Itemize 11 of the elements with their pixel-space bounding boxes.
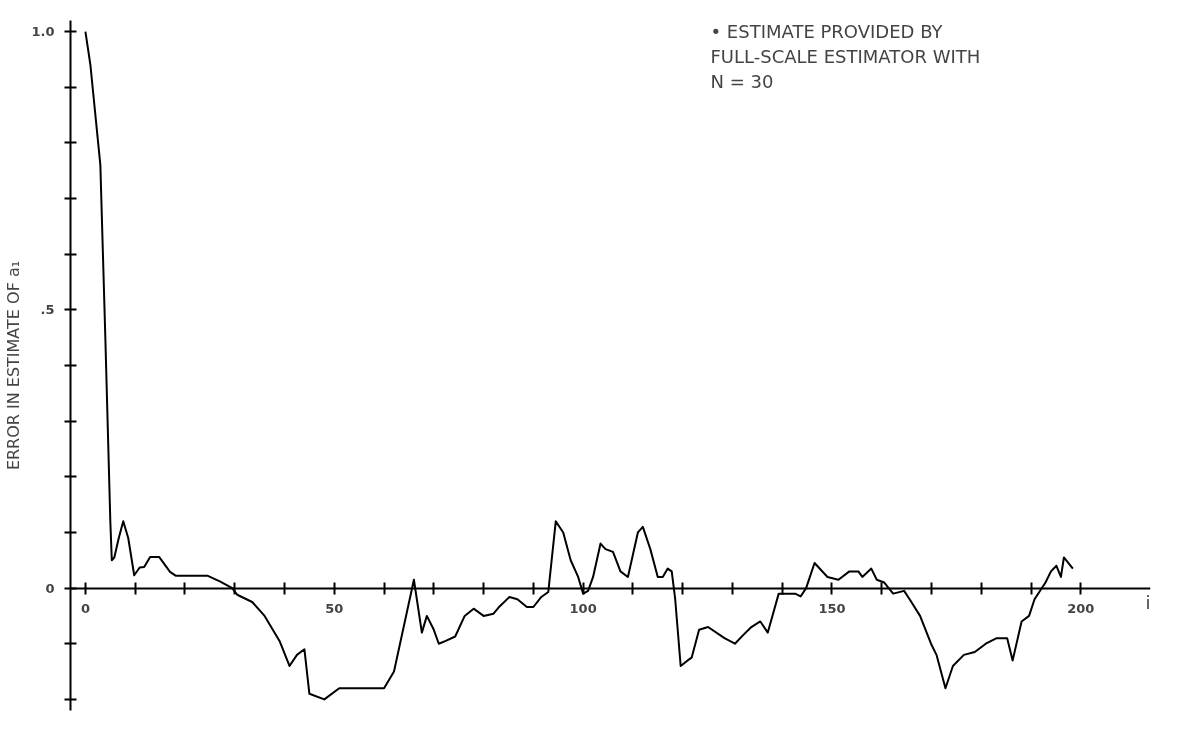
- y-axis-title: ERROR IN ESTIMATE OF a₁: [4, 260, 24, 471]
- x-tick-label: 50: [325, 601, 344, 617]
- x-tick-label: 150: [818, 601, 846, 617]
- x-tick-label: 100: [569, 601, 597, 617]
- x-tick-label: 200: [1067, 601, 1095, 617]
- y-tick-label: 1.0: [31, 24, 55, 40]
- x-tick-label: 0: [80, 601, 90, 617]
- y-tick-label: .5: [40, 302, 55, 318]
- y-tick-label: 0: [45, 580, 55, 596]
- x-axis-title: i: [1145, 592, 1151, 614]
- annotation: • ESTIMATE PROVIDED BY FULL-SCALE ESTIMATOR WITH N = 30: [710, 20, 981, 92]
